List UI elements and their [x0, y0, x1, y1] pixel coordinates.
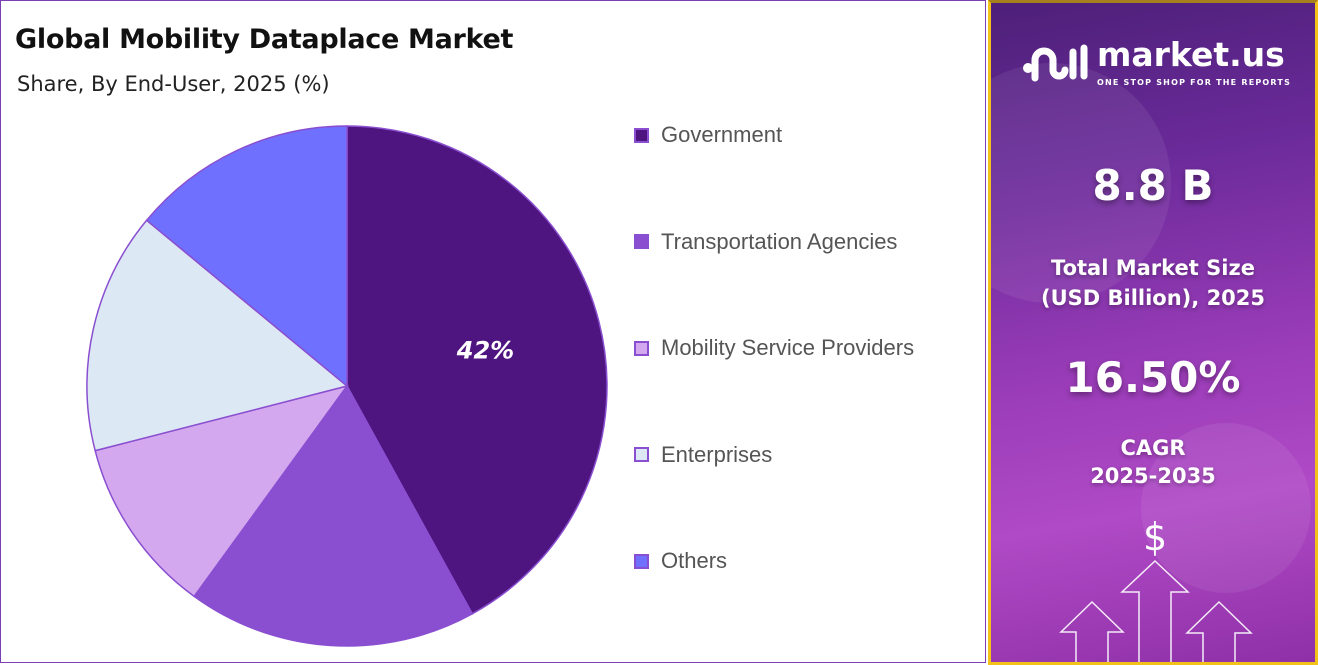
- background-decoration: [1141, 423, 1311, 593]
- legend-swatch: [634, 340, 649, 356]
- pie-slice-transportation-agencies: [193, 384, 474, 647]
- chart-panel: Global Mobility Dataplace Market Share, …: [0, 0, 986, 663]
- logo-icon: [1023, 44, 1088, 82]
- legend-label: Transportation Agencies: [661, 228, 898, 254]
- legend-label: Government: [661, 122, 783, 147]
- legend-item: Enterprises: [634, 441, 772, 469]
- market-size-label-2: (USD Billion), 2025: [1040, 286, 1266, 310]
- legend-swatch: [634, 234, 649, 249]
- pie-slice-enterprises: [86, 219, 349, 452]
- legend-label: Others: [661, 548, 728, 573]
- pie-chart: 42%: [86, 125, 608, 647]
- cagr-label: CAGR: [1120, 436, 1186, 460]
- legend-swatch: [634, 127, 649, 143]
- brand-logo: market.us ONE STOP SHOP FOR THE REPORTS: [1021, 35, 1291, 89]
- legend-item: Transportation Agencies: [634, 228, 897, 256]
- stats-panel: market.us ONE STOP SHOP FOR THE REPORTS …: [988, 0, 1318, 665]
- legend-label: Enterprises: [661, 441, 773, 467]
- legend-item: Mobility Service Providers: [634, 334, 914, 362]
- brand-name: market.us: [1097, 35, 1285, 74]
- brand-tagline: ONE STOP SHOP FOR THE REPORTS: [1097, 78, 1292, 87]
- chart-subtitle: Share, By End-User, 2025 (%): [17, 72, 330, 96]
- dollar-icon: $: [1143, 515, 1168, 559]
- cagr-period: 2025-2035: [1090, 464, 1216, 488]
- market-size-label: Total Market Size: [1051, 256, 1255, 280]
- data-label: 42%: [456, 336, 514, 364]
- legend-swatch: [634, 447, 649, 462]
- chart-title: Global Mobility Dataplace Market: [15, 24, 514, 55]
- legend-label: Mobility Service Providers: [661, 335, 915, 360]
- pie-slice-government: [346, 125, 608, 615]
- pie-slice-mobility-service-providers: [94, 384, 349, 598]
- market-size-value: 8.8 B: [1092, 161, 1214, 210]
- legend-item: Others: [634, 547, 727, 575]
- pie-slice-others: [145, 125, 348, 388]
- growth-arrows-icon: [1059, 559, 1253, 662]
- cagr-value: 16.50%: [1065, 353, 1241, 402]
- legend-item: Government: [634, 121, 782, 149]
- legend-swatch: [634, 553, 649, 569]
